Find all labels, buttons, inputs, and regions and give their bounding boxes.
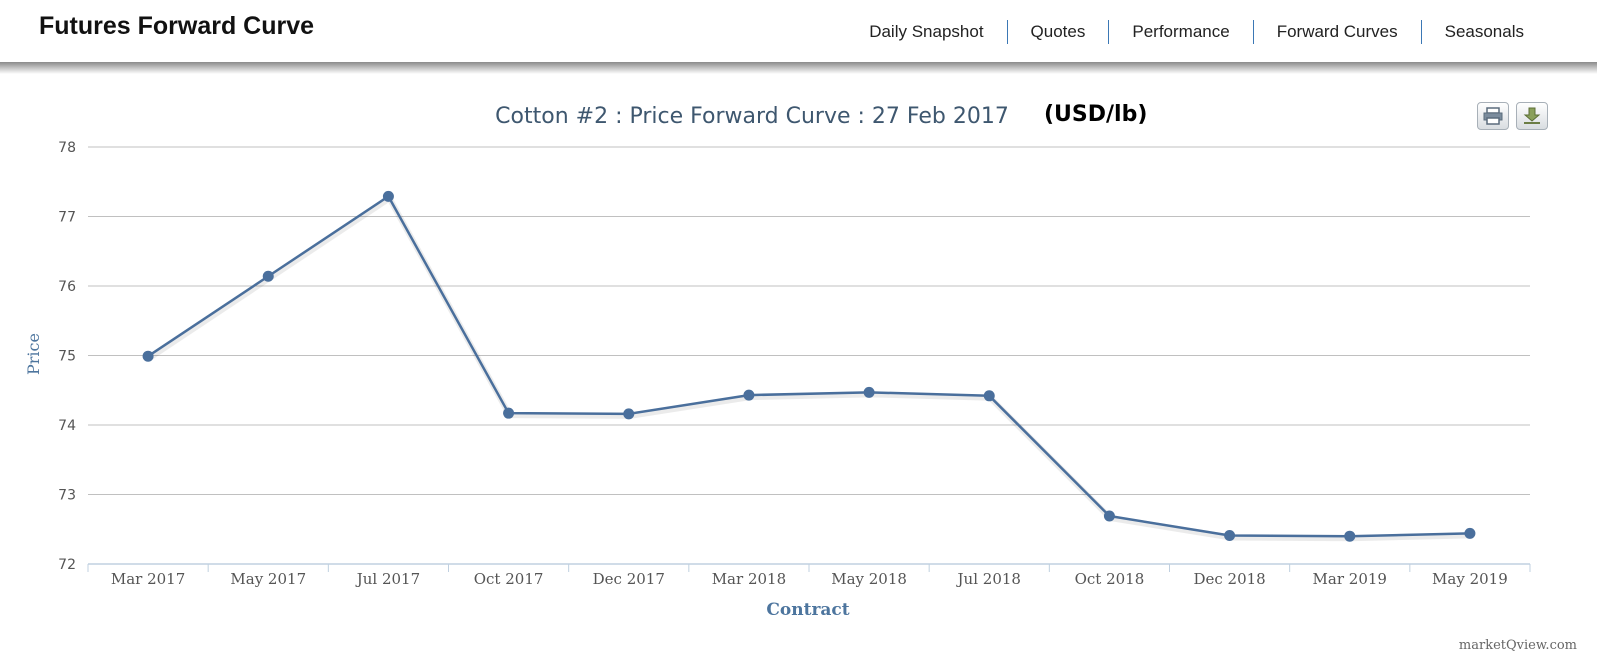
nav-forward-curves[interactable]: Forward Curves [1252,20,1421,44]
data-point[interactable] [983,390,995,402]
data-point[interactable] [863,386,875,398]
y-tick-label: 75 [58,349,76,365]
series-line [147,195,1470,538]
data-point[interactable] [503,407,515,419]
x-axis-title: Contract [766,600,849,620]
main-nav: Daily Snapshot Quotes Performance Forwar… [846,20,1547,44]
data-point[interactable] [382,190,394,202]
y-tick-label: 78 [58,140,76,156]
series-line-shadow [147,194,1471,542]
header-shadow [0,62,1597,74]
x-tick-label: Mar 2018 [712,570,786,588]
x-tick-label: Dec 2017 [593,570,665,588]
data-point[interactable] [1224,530,1236,542]
chart-title: Cotton #2 : Price Forward Curve : 27 Feb… [495,104,1009,129]
data-point[interactable] [262,270,274,282]
print-button[interactable] [1477,102,1509,130]
x-tick-label: May 2019 [1432,570,1508,588]
data-point[interactable] [623,408,635,420]
print-icon [1483,107,1503,125]
y-tick-label: 77 [58,210,76,226]
x-tick-label: Jul 2017 [355,570,420,588]
header-bar: Futures Forward Curve Daily Snapshot Quo… [0,0,1597,64]
x-tick-label: Mar 2017 [111,570,185,588]
y-tick-label: 73 [58,488,76,504]
grid-layer [88,146,1530,565]
x-tick-label: Dec 2018 [1193,570,1265,588]
nav-seasonals[interactable]: Seasonals [1420,20,1547,44]
x-tick-label: May 2017 [230,570,306,588]
x-tick-label: May 2018 [831,570,907,588]
nav-daily-snapshot[interactable]: Daily Snapshot [869,22,984,41]
data-point[interactable] [743,389,755,401]
data-point[interactable] [142,350,154,362]
data-point[interactable] [1464,527,1476,539]
y-tick-label: 72 [58,557,76,573]
unit-annotation: (USD/lb) [1044,102,1148,127]
series-layer [142,190,1476,542]
axis-layer: 72 73 74 75 76 77 78 Mar 2017 May 2017 Jul 2017 Oc… [58,140,1531,588]
download-icon [1523,107,1541,124]
x-tick-label: Oct 2017 [474,570,544,588]
data-point[interactable] [1103,510,1115,522]
nav-performance[interactable]: Performance [1108,20,1252,44]
page-title: Futures Forward Curve [39,12,315,40]
x-tick-label: Oct 2018 [1075,570,1145,588]
download-button[interactable] [1516,102,1548,130]
y-tick-label: 74 [58,418,76,434]
x-tick-label: Mar 2019 [1313,570,1387,588]
data-point[interactable] [1344,530,1356,542]
y-tick-label: 76 [58,279,76,295]
y-axis-title: Price [24,333,43,375]
watermark: marketQview.com [1458,638,1577,653]
x-tick-label: Jul 2018 [956,570,1021,588]
nav-quotes[interactable]: Quotes [1006,20,1109,44]
